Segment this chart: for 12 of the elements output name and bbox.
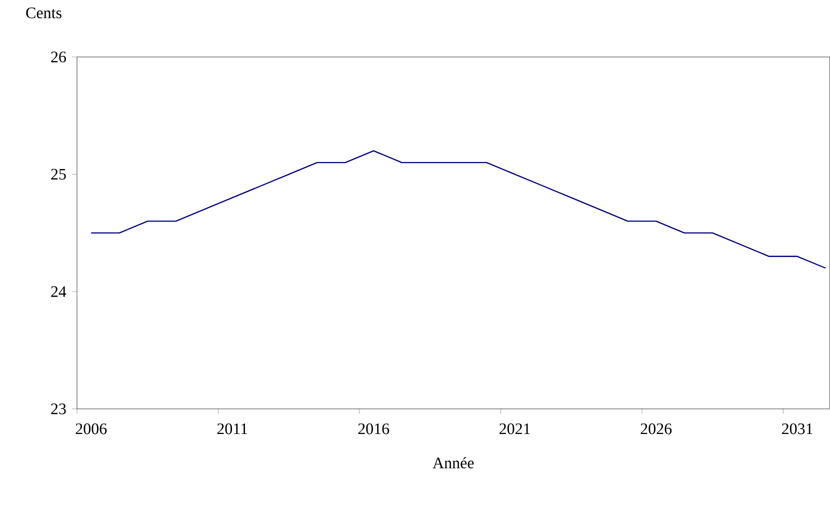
x-tick-label: 2031 — [782, 423, 812, 434]
x-tick-label: 2011 — [217, 423, 248, 434]
x-axis-title: Année — [432, 457, 474, 468]
x-tick-label: 2006 — [76, 423, 107, 434]
y-tick-label: 23 — [51, 404, 66, 414]
x-tick-label: 2021 — [500, 423, 530, 434]
y-tick-label: 25 — [51, 168, 66, 180]
y-axis-title: Cents — [26, 8, 62, 18]
x-tick-label: 2026 — [640, 423, 672, 434]
y-tick-label: 24 — [51, 286, 66, 297]
x-tick-label: 2016 — [358, 423, 390, 434]
y-tick-label: 26 — [51, 52, 66, 62]
